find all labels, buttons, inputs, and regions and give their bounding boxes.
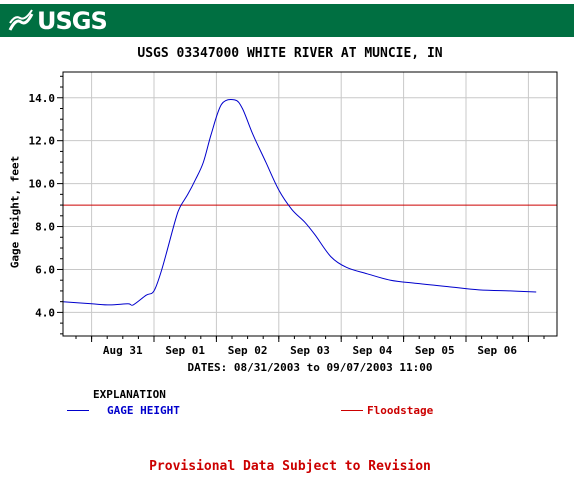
- x-tick-label: Sep 06: [477, 344, 517, 357]
- usgs-wave-icon: [8, 8, 34, 31]
- x-tick-label: Aug 31: [103, 344, 143, 357]
- x-tick-label: Sep 01: [165, 344, 205, 357]
- gage-height-line: [62, 98, 537, 306]
- legend-flood-swatch: [341, 410, 363, 411]
- plot-area: [63, 72, 557, 336]
- legend-floodstage: Floodstage: [341, 404, 433, 417]
- logo-text: USGS: [37, 6, 108, 35]
- y-tick-label: 6.0: [35, 263, 55, 276]
- legend-gage-swatch: [67, 410, 89, 411]
- usgs-logo[interactable]: USGS: [0, 4, 108, 37]
- legend-gage-height: GAGE HEIGHT: [67, 404, 180, 417]
- y-tick-label: 8.0: [35, 221, 55, 234]
- provisional-notice: Provisional Data Subject to Revision: [149, 459, 431, 474]
- x-axis-label: DATES: 08/31/2003 to 09/07/2003 11:00: [187, 361, 433, 374]
- usgs-header: USGS: [0, 0, 580, 42]
- legend-title: EXPLANATION: [93, 388, 166, 401]
- x-tick-label: Sep 03: [290, 344, 330, 357]
- y-tick-label: 12.0: [29, 135, 56, 148]
- y-axis-label: Gage height, feet: [8, 155, 22, 269]
- x-tick-label: Sep 02: [228, 344, 268, 357]
- chart-title: USGS 03347000 WHITE RIVER AT MUNCIE, IN: [137, 46, 443, 61]
- header-bar: [0, 4, 574, 37]
- legend-gage-label: GAGE HEIGHT: [107, 404, 180, 417]
- y-tick-label: 4.0: [35, 306, 55, 319]
- x-tick-label: Sep 04: [353, 344, 393, 357]
- plot-frame: [62, 71, 558, 337]
- y-tick-label: 10.0: [29, 178, 56, 191]
- y-tick-label: 14.0: [29, 92, 56, 105]
- x-tick-label: Sep 05: [415, 344, 455, 357]
- legend-flood-label: Floodstage: [367, 404, 434, 417]
